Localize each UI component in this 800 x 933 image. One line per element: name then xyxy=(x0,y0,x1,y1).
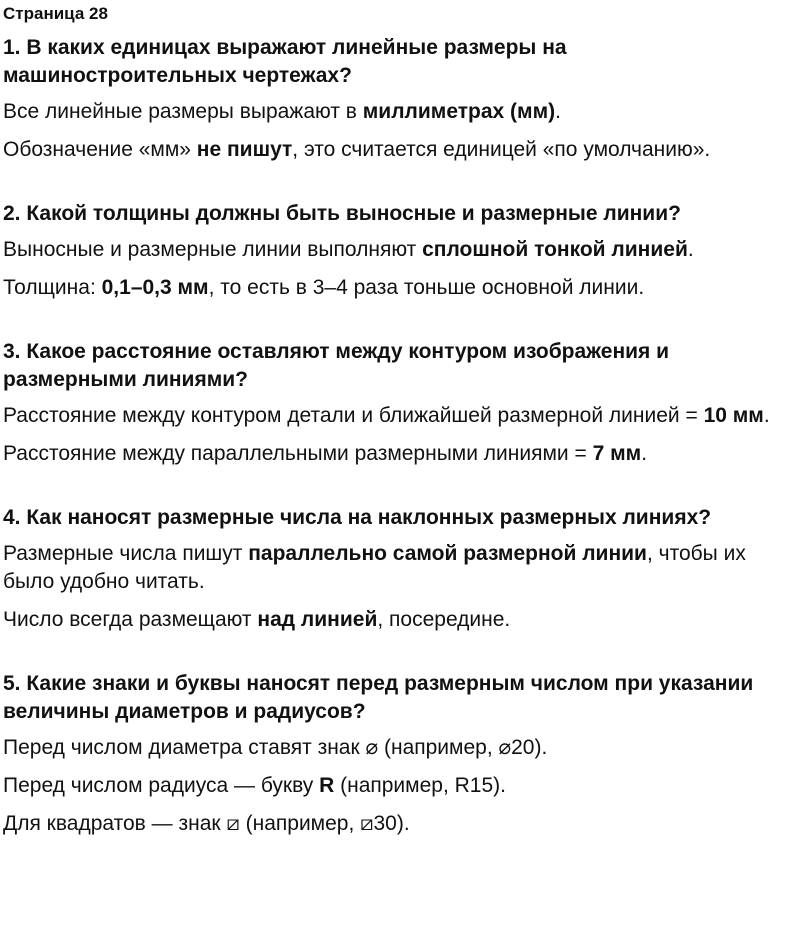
emphasized-text: сплошной тонкой линией xyxy=(422,238,688,261)
page-title: Страница 28 xyxy=(3,4,108,23)
question-heading: 2. Какой толщины должны быть выносные и … xyxy=(3,202,681,225)
emphasized-text: 7 мм xyxy=(592,442,642,465)
sections: 1. В каких единицах выражают линейные ра… xyxy=(3,34,800,838)
answer-paragraph: Расстояние между параллельными размерным… xyxy=(3,440,800,468)
emphasized-text: миллиметрах (мм) xyxy=(362,100,556,123)
emphasized-text: 0,1–0,3 мм xyxy=(101,276,209,299)
text-segment: . xyxy=(641,442,648,465)
text-segment: (например, R15). xyxy=(334,774,506,797)
text-segment: . xyxy=(555,100,561,123)
text-segment: , это считается единицей «по умолчанию». xyxy=(292,138,711,161)
text-segment: Для квадратов — знак ⧄ (например, ⧄30). xyxy=(3,812,410,835)
question-heading: 1. В каких единицах выражают линейные ра… xyxy=(3,36,567,87)
text-segment: Расстояние между параллельными размерным… xyxy=(3,442,593,465)
text-segment: , посередине. xyxy=(377,608,511,631)
text-segment: Все линейные размеры выражают в xyxy=(3,100,363,123)
question-section: 2. Какой толщины должны быть выносные и … xyxy=(3,200,800,302)
text-segment: Обозначение «мм» xyxy=(3,138,197,161)
emphasized-text: не пишут xyxy=(196,138,293,161)
answer-paragraph: Для квадратов — знак ⧄ (например, ⧄30). xyxy=(3,810,800,838)
emphasized-text: параллельно самой размерной линии xyxy=(248,542,647,565)
answer-paragraph: Перед числом диаметра ставят знак ⌀ (нап… xyxy=(3,734,800,762)
text-segment: Перед числом радиуса — букву xyxy=(3,774,320,797)
text-segment: Перед числом диаметра ставят знак ⌀ (нап… xyxy=(3,736,548,759)
question-section: 4. Как наносят размерные числа на наклон… xyxy=(3,504,800,634)
answer-paragraph: Все линейные размеры выражают в миллимет… xyxy=(3,98,800,126)
text-segment: Размерные числа пишут xyxy=(3,542,249,565)
emphasized-text: R xyxy=(319,774,335,797)
text-segment: , то есть в 3–4 раза тоньше основной лин… xyxy=(208,276,645,299)
answer-paragraph: Число всегда размещают над линией, посер… xyxy=(3,606,800,634)
answer-paragraph: Обозначение «мм» не пишут, это считается… xyxy=(3,136,800,164)
question-section: 1. В каких единицах выражают линейные ра… xyxy=(3,34,800,164)
text-segment: Толщина: xyxy=(3,276,102,299)
question-heading: 3. Какое расстояние оставляют между конт… xyxy=(3,340,670,391)
text-segment: Расстояние между контуром детали и ближа… xyxy=(3,404,704,427)
answer-paragraph: Перед числом радиуса — букву R (например… xyxy=(3,772,800,800)
text-segment: Число всегда размещают xyxy=(3,608,258,631)
question-section: 5. Какие знаки и буквы наносят перед раз… xyxy=(3,670,800,838)
text-segment: . xyxy=(763,404,770,427)
text-segment: . xyxy=(687,238,694,261)
document: Страница 28 1. В каких единицах выражают… xyxy=(3,0,800,874)
answer-paragraph: Толщина: 0,1–0,3 мм, то есть в 3–4 раза … xyxy=(3,274,800,302)
emphasized-text: 10 мм xyxy=(703,404,764,427)
answer-paragraph: Выносные и размерные линии выполняют спл… xyxy=(3,236,800,264)
answer-paragraph: Расстояние между контуром детали и ближа… xyxy=(3,402,800,430)
answer-paragraph: Размерные числа пишут параллельно самой … xyxy=(3,540,800,596)
question-section: 3. Какое расстояние оставляют между конт… xyxy=(3,338,800,468)
question-heading: 4. Как наносят размерные числа на наклон… xyxy=(3,506,712,529)
text-segment: Выносные и размерные линии выполняют xyxy=(3,238,423,261)
question-heading: 5. Какие знаки и буквы наносят перед раз… xyxy=(3,672,754,723)
emphasized-text: над линией xyxy=(257,608,378,631)
text-segment: , чтобы их было удобно читать. xyxy=(3,542,746,593)
